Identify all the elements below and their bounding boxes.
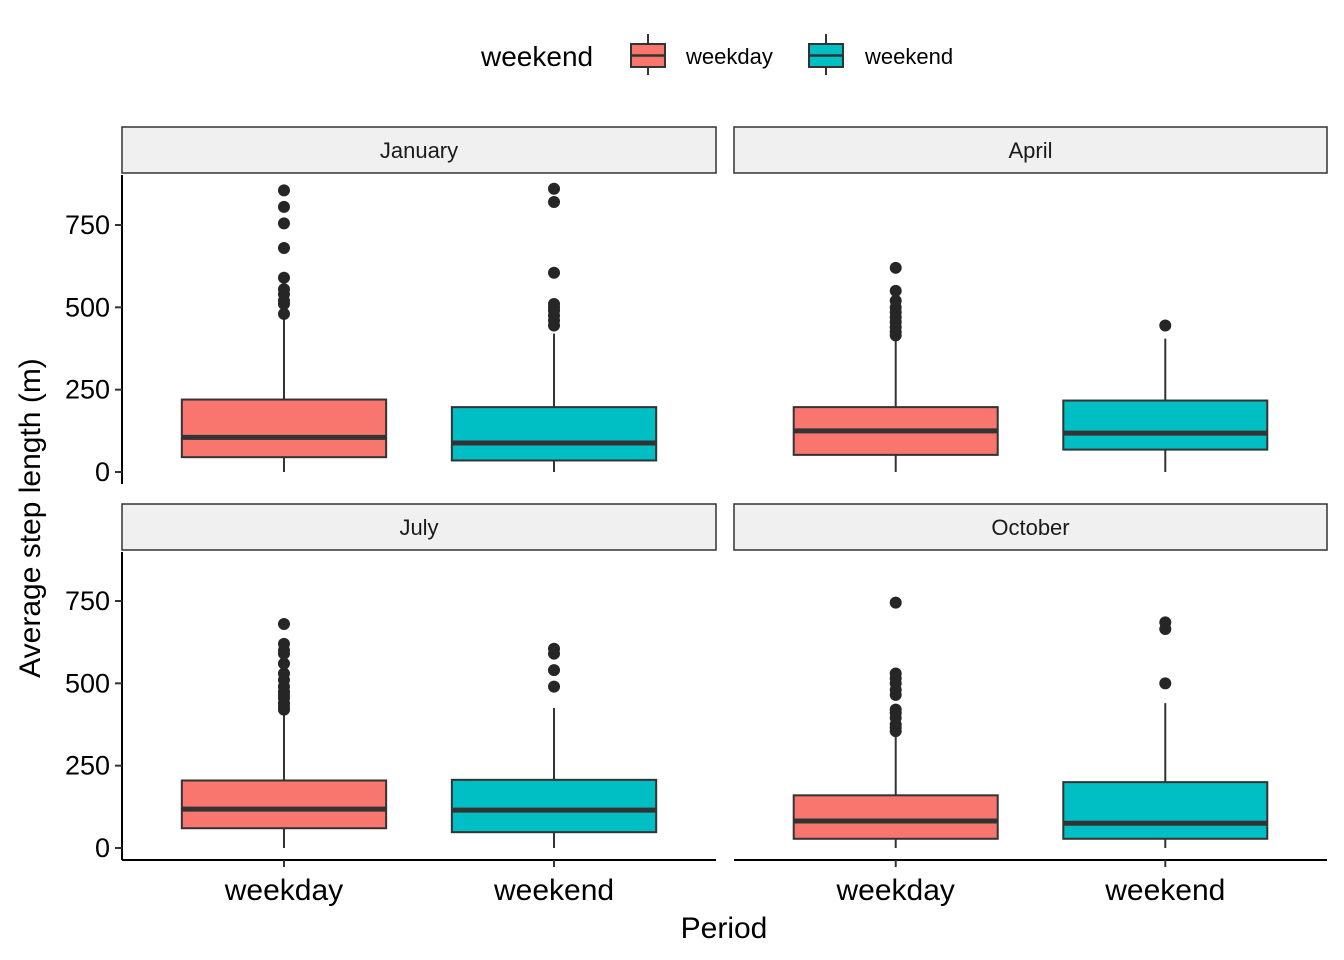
outlier-january-weekend-6 [548, 266, 561, 279]
outlier-january-weekend-7 [548, 195, 561, 208]
box-july-weekday [180, 779, 388, 830]
outlier-july-weekday-13 [277, 618, 290, 631]
legend-label-weekend: weekend [864, 44, 953, 69]
facet-strip-april [733, 126, 1328, 174]
facet-strip-january [121, 126, 717, 174]
outlier-october-weekday-10 [889, 667, 902, 680]
y-tick-label-july-750: 750 [65, 586, 110, 616]
box-april-weekend [1062, 399, 1269, 451]
facet-strip-july [121, 503, 717, 551]
outlier-july-weekend-3 [548, 642, 561, 655]
outlier-january-weekday-6 [277, 242, 290, 255]
outlier-april-weekday-7 [889, 294, 902, 307]
x-axis-title: Period [681, 912, 768, 945]
legend-label-weekday: weekday [685, 44, 773, 69]
outlier-january-weekday-5 [277, 271, 290, 284]
outlier-january-weekday-4 [277, 283, 290, 296]
y-tick-label-january-750: 750 [65, 210, 110, 240]
outlier-april-weekday-9 [889, 261, 902, 274]
x-tick-label-july-weekend: weekend [493, 874, 614, 907]
x-tick-label-october-weekend: weekend [1104, 874, 1225, 907]
y-tick-label-july-0: 0 [95, 833, 110, 863]
outlier-january-weekend-8 [548, 182, 561, 195]
y-tick-label-january-500: 500 [65, 292, 110, 322]
x-tick-label-july-weekday: weekday [224, 874, 343, 907]
outlier-january-weekend-5 [548, 298, 561, 311]
outlier-january-weekday-8 [277, 200, 290, 213]
outlier-october-weekday-5 [889, 703, 902, 716]
outlier-july-weekend-0 [548, 680, 561, 693]
outlier-july-weekend-1 [548, 664, 561, 677]
legend-title: weekend [480, 41, 593, 72]
box-october-weekend [1062, 781, 1269, 840]
box-january-weekday [180, 398, 388, 459]
outlier-october-weekend-0 [1159, 677, 1172, 690]
outlier-april-weekend-0 [1159, 319, 1172, 332]
outlier-july-weekday-8 [277, 667, 290, 680]
y-axis-title: Average step length (m) [14, 358, 47, 678]
outlier-january-weekday-9 [277, 184, 290, 197]
y-tick-label-january-0: 0 [95, 457, 110, 487]
box-january-weekend [450, 406, 658, 462]
y-tick-label-july-250: 250 [65, 751, 110, 781]
facet-label-july: July [399, 515, 438, 540]
facet-label-april: April [1008, 138, 1052, 163]
x-tick-label-october-weekday: weekday [836, 874, 955, 907]
outlier-october-weekend-2 [1159, 616, 1172, 629]
outlier-july-weekday-12 [277, 637, 290, 650]
outlier-april-weekday-8 [889, 284, 902, 297]
facet-strip-october [733, 503, 1328, 551]
facet-label-october: October [991, 515, 1069, 540]
y-tick-label-july-500: 500 [65, 668, 110, 698]
y-tick-label-january-250: 250 [65, 375, 110, 405]
outlier-october-weekday-11 [889, 596, 902, 609]
box-july-weekend [450, 778, 658, 834]
outlier-january-weekday-0 [277, 307, 290, 320]
box-october-weekday [792, 794, 999, 840]
facet-label-january: January [380, 138, 458, 163]
outlier-january-weekday-7 [277, 217, 290, 230]
outlier-july-weekday-9 [277, 657, 290, 670]
